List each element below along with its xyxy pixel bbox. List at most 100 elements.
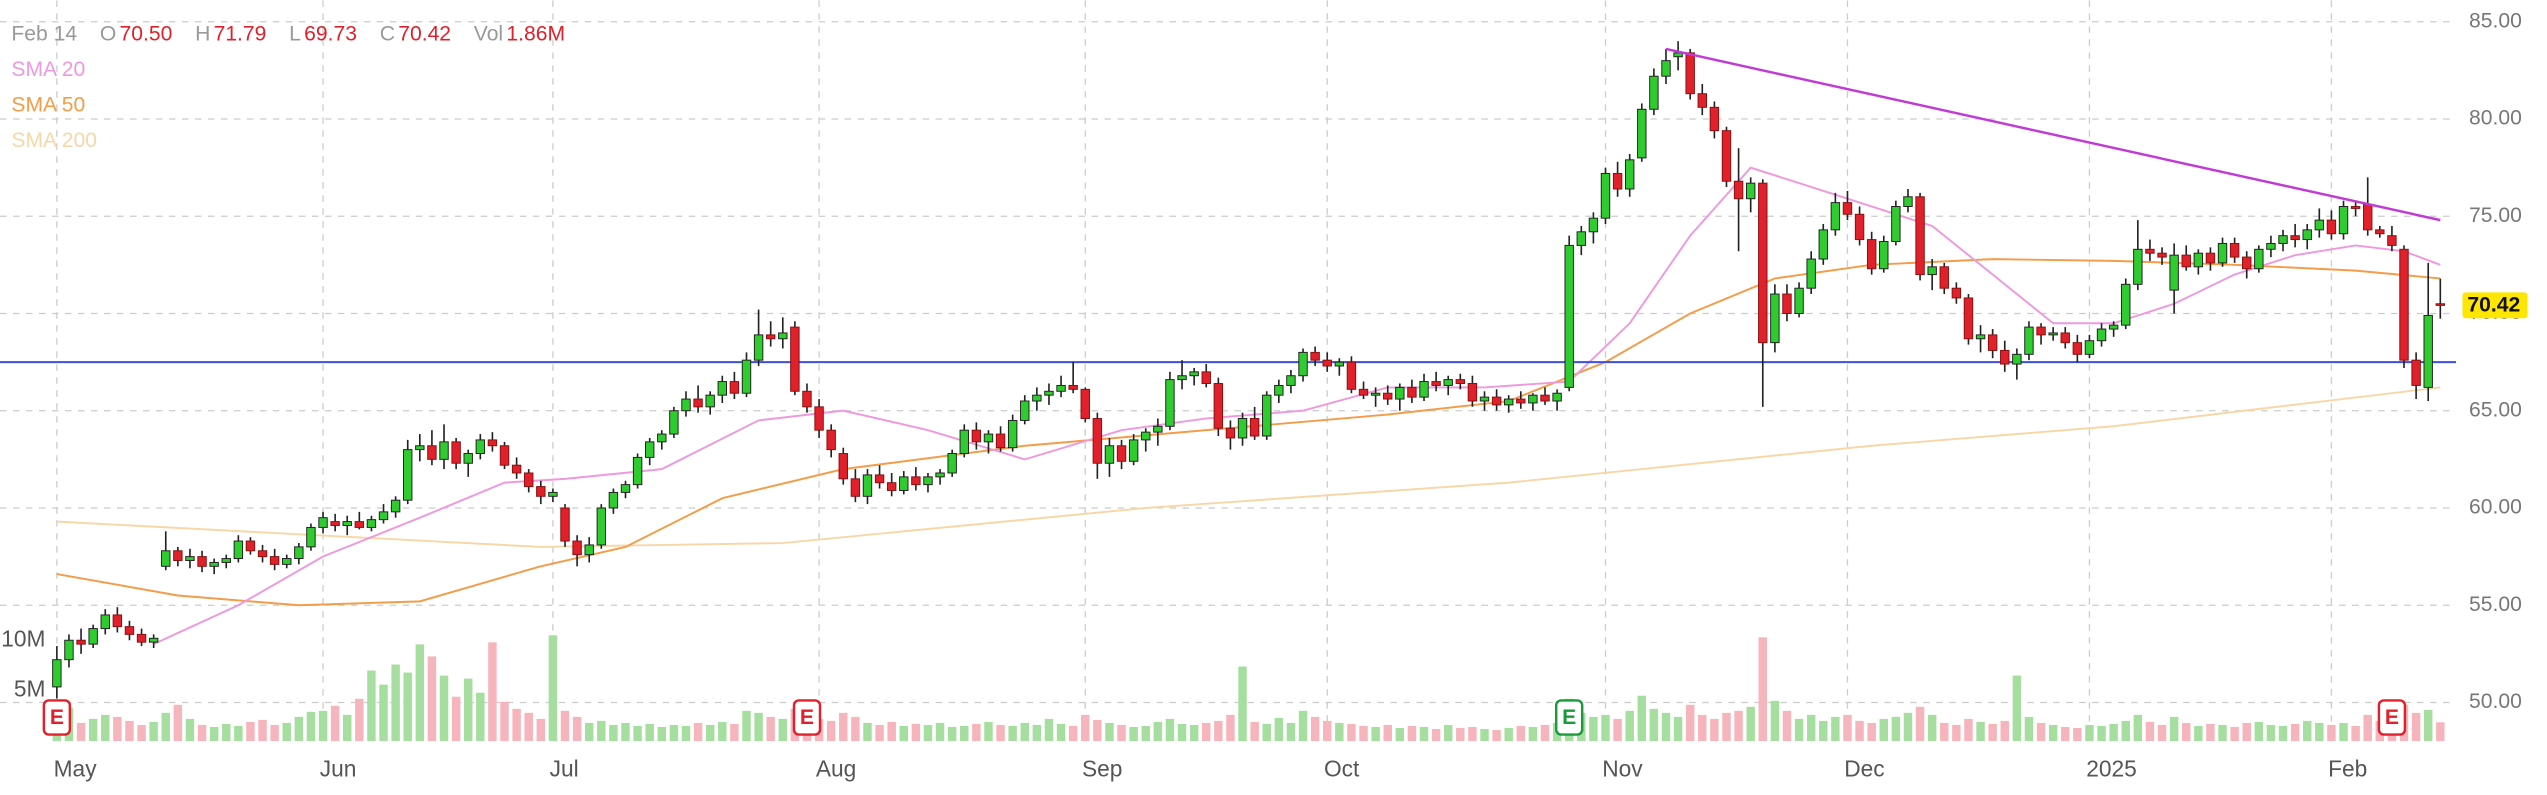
volume-bar [1843, 714, 1852, 742]
volume-bar [730, 723, 739, 742]
x-tick-label: Aug [816, 755, 856, 781]
candle-body [911, 476, 921, 486]
volume-bar [1976, 721, 1985, 742]
candle-body [1104, 445, 1115, 464]
candle-body [2254, 248, 2264, 270]
candle-body [1189, 371, 1199, 377]
volume-bar [2266, 724, 2276, 742]
legend-entry: SMA 20 [11, 58, 85, 81]
candle-body [511, 464, 522, 474]
candle-body [2169, 254, 2179, 291]
volume-bar [379, 684, 388, 742]
candle-body [52, 659, 62, 688]
volume-bar [1589, 716, 1598, 742]
candle-body [269, 556, 280, 565]
candle-body [765, 334, 776, 340]
candle-body [802, 390, 812, 408]
candle-body [1177, 375, 1187, 381]
candle-body [947, 453, 957, 474]
volume-bar [2206, 723, 2215, 742]
volume-bar [972, 723, 981, 742]
volume-bar [1734, 710, 1743, 742]
candle-body [1056, 384, 1066, 392]
candle-body [427, 445, 437, 460]
volume-bar [1044, 718, 1054, 742]
volume-bar [294, 716, 304, 742]
candle-body [1624, 159, 1635, 190]
volume-bar [1214, 720, 1223, 742]
candle-body [1358, 388, 1369, 396]
candle-body [390, 499, 401, 513]
volume-bar [1298, 710, 1308, 742]
header-field-label: L [289, 22, 301, 45]
volume-bar [1710, 718, 1719, 742]
volume-bar [669, 724, 679, 742]
y-tick-label: 75.00 [2469, 204, 2522, 227]
candle-body [753, 334, 764, 361]
volume-bar [1988, 723, 1997, 742]
volume-bar [2363, 714, 2372, 742]
trend-line [1665, 47, 2441, 222]
candle-body [1153, 425, 1163, 433]
candle-body [1479, 396, 1490, 402]
candle-body [499, 445, 510, 466]
candle-body [306, 526, 316, 548]
volume-bar [1020, 722, 1029, 742]
candle-body [741, 359, 752, 394]
candle-body [1939, 266, 1949, 289]
candle-body [257, 550, 268, 558]
header-field-label: C [380, 22, 395, 45]
candle-body [1564, 244, 1574, 388]
legend-entry: SMA 50 [11, 94, 85, 117]
volume-bar [1141, 725, 1150, 742]
volume-bar [101, 714, 110, 742]
candle-body [1165, 379, 1175, 427]
candle-body [1830, 202, 1841, 231]
volume-bar [427, 656, 437, 742]
volume-bar [2133, 714, 2143, 742]
ohlc-header: Feb 14 O 70.50 H 71.79 L 69.73 C 70.42 Vol 1.86M [11, 22, 565, 45]
volume-bar [1456, 727, 1465, 742]
volume-bar [2012, 675, 2022, 742]
header-field-label: O [100, 22, 116, 45]
volume-bar [1770, 700, 1780, 742]
volume-bar [1153, 721, 1163, 742]
candle-body [1588, 217, 1599, 233]
volume-bar [246, 721, 255, 742]
candle-body [1758, 182, 1768, 344]
volume-bar [1601, 714, 1610, 742]
candle-body [76, 639, 86, 645]
candle-body [1661, 60, 1671, 77]
volume-bar [1782, 710, 1792, 742]
volume-bar [693, 722, 703, 742]
volume-bar [718, 721, 727, 742]
y-tick-label: 60.00 [2469, 496, 2522, 519]
volume-bar [657, 726, 667, 742]
volume-bar [2242, 722, 2251, 742]
volume-bar [1940, 722, 1949, 742]
volume-bar [330, 705, 340, 742]
candle-body [2363, 204, 2373, 231]
candle-body [959, 429, 969, 455]
candle-body [644, 441, 655, 458]
volume-bar [1613, 718, 1622, 742]
volume-bar [826, 720, 836, 742]
volume-bar [1189, 724, 1199, 742]
candle-body [2326, 219, 2337, 235]
candle-body [2278, 235, 2288, 244]
candle-body [2072, 342, 2083, 355]
candle-body [487, 439, 498, 447]
candle-body [342, 521, 352, 526]
volume-bar [645, 723, 654, 742]
header-date: Feb 14 [11, 22, 77, 45]
candle-body [463, 453, 473, 464]
candle-body [2266, 242, 2276, 250]
volume-bar [282, 722, 291, 742]
candle-body [1346, 361, 1357, 390]
volume-bar [1202, 722, 1211, 742]
candle-body [2133, 248, 2143, 285]
header-field-value: 71.79 [214, 22, 267, 45]
volume-bar [2230, 726, 2239, 742]
candle-body [838, 453, 848, 480]
